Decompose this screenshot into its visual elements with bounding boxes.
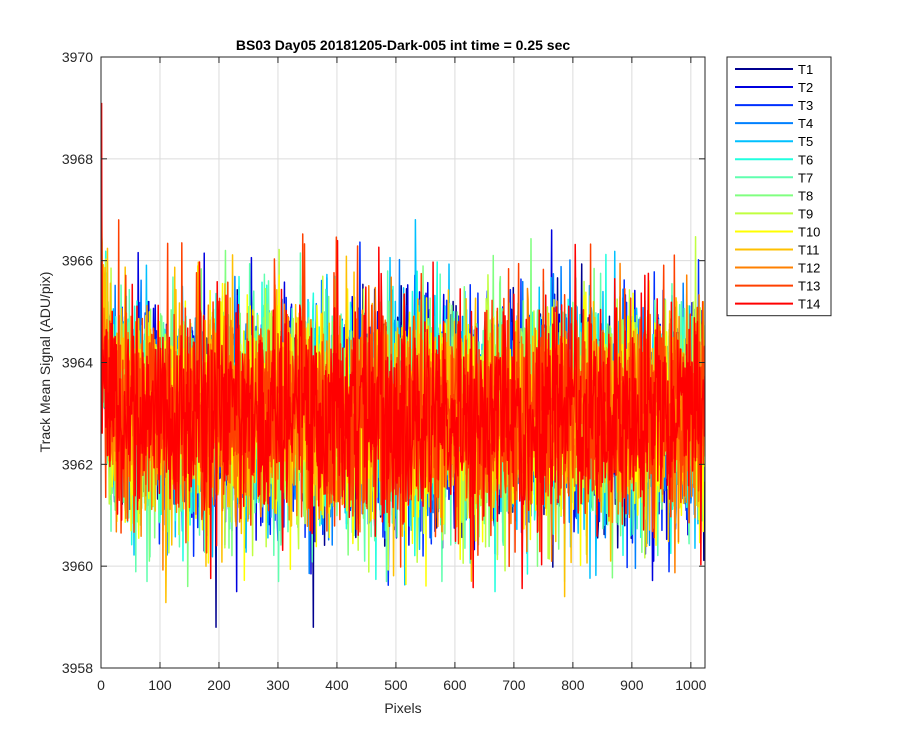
series-lines [101,102,705,629]
legend-label: T3 [798,98,813,113]
y-tick-label: 3958 [62,660,93,676]
legend-label: T12 [798,261,820,276]
x-axis-ticks: 0 100 200 300 400 500 600 700 800 900 1000 [97,57,707,693]
y-tick-label: 3962 [62,456,93,472]
series-line-t14 [101,102,705,590]
y-axis-ticks: 3958 3960 3962 3964 3966 3968 3970 [62,49,705,676]
legend-label: T2 [798,80,813,95]
y-tick-label: 3970 [62,49,93,65]
x-tick-label: 500 [384,677,408,693]
legend-label: T6 [798,152,813,167]
x-tick-label: 600 [443,677,467,693]
y-tick-label: 3968 [62,151,93,167]
x-tick-label: 200 [207,677,231,693]
legend-label: T5 [798,134,813,149]
legend-label: T13 [798,279,820,294]
x-tick-label: 700 [502,677,526,693]
legend-label: T10 [798,224,820,239]
x-tick-label: 0 [97,677,105,693]
legend-label: T4 [798,116,813,131]
x-tick-label: 300 [266,677,290,693]
legend-label: T9 [798,206,813,221]
legend-label: T8 [798,188,813,203]
x-tick-label: 1000 [675,677,706,693]
chart-title: BS03 Day05 20181205-Dark-005 int time = … [236,37,570,53]
legend: T1 T2 T3 T4 T5 T6 T7 T8 T9 T10 T11 T12 T13 T14 [726,56,832,317]
legend-label: T11 [798,243,819,258]
y-tick-label: 3964 [62,355,93,371]
legend-label: T14 [798,297,820,312]
legend-box [726,56,832,317]
legend-label: T1 [798,62,813,77]
x-tick-label: 800 [561,677,585,693]
y-tick-label: 3966 [62,253,93,269]
x-tick-label: 100 [148,677,172,693]
x-tick-label: 400 [325,677,349,693]
x-axis-label: Pixels [384,700,421,716]
x-tick-label: 900 [620,677,644,693]
y-axis-label: Track Mean Signal (ADU/pix) [37,272,53,453]
y-tick-label: 3960 [62,558,93,574]
legend-label: T7 [798,170,813,185]
